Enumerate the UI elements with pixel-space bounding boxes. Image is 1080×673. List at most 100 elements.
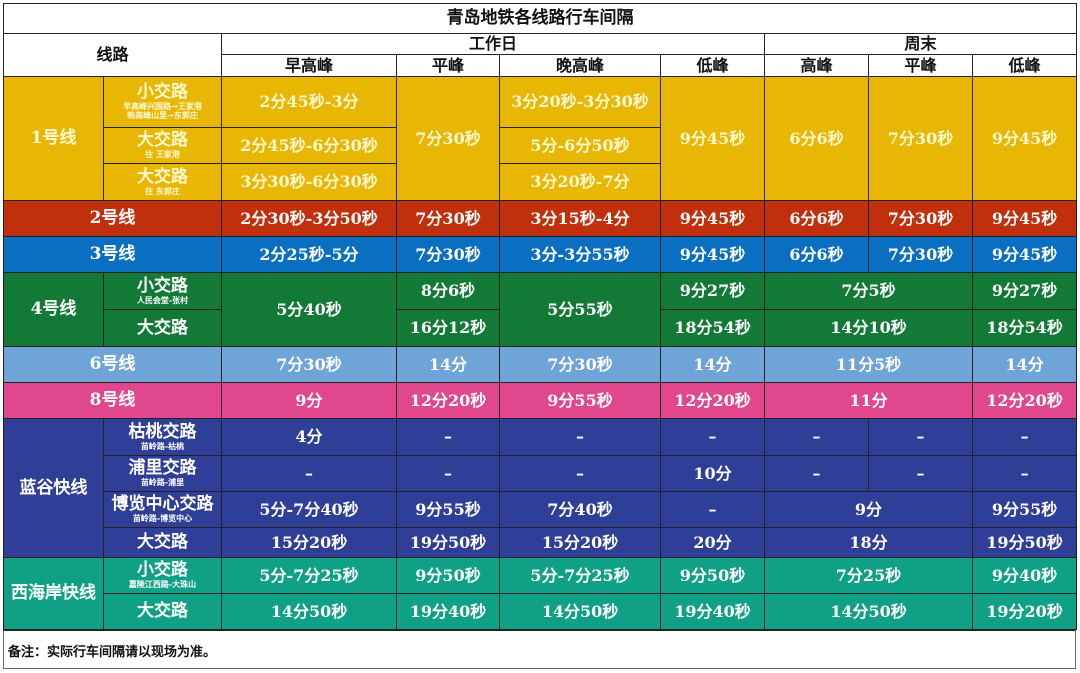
line-name: 蓝谷快线 bbox=[3, 418, 104, 558]
interval-table-container: 青岛地铁各线路行车间隔 线路 工作日 周末 早高峰 平峰 晚高峰 低峰 高峰 平峰 … bbox=[2, 3, 1078, 669]
header-wd-low: 低峰 bbox=[660, 54, 765, 77]
line-name: 西海岸快线 bbox=[3, 557, 104, 630]
route-cell: 枯桃交路 苗岭路-枯桃 bbox=[103, 418, 222, 456]
interval-cell: 3分20秒-3分30秒 bbox=[499, 76, 661, 128]
interval-cell: – bbox=[764, 418, 869, 456]
interval-cell: 14分 bbox=[971, 346, 1078, 383]
route-name: 浦里交路 bbox=[128, 458, 197, 479]
interval-cell: 9分 bbox=[221, 382, 397, 419]
interval-cell: 7分30秒 bbox=[221, 346, 397, 383]
interval-cell: 2分25秒-5分 bbox=[221, 236, 397, 273]
interval-cell: 12分20秒 bbox=[396, 382, 500, 419]
interval-cell: 11分 bbox=[764, 382, 973, 419]
interval-cell: – bbox=[396, 455, 500, 492]
interval-cell: 9分27秒 bbox=[971, 272, 1078, 310]
interval-cell: 7分30秒 bbox=[868, 200, 973, 237]
route-cell: 大交路 bbox=[103, 309, 222, 347]
route-section: 晚高峰山里→东郭庄 bbox=[127, 110, 198, 121]
header-wd-evening-peak: 晚高峰 bbox=[499, 54, 661, 77]
divider bbox=[4, 630, 1075, 631]
interval-cell: 5分-7分40秒 bbox=[221, 491, 397, 528]
line-name: 1号线 bbox=[3, 76, 104, 201]
interval-cell: 12分20秒 bbox=[971, 382, 1078, 419]
interval-cell: 14分50秒 bbox=[764, 593, 973, 630]
interval-cell: 3分30秒-6分30秒 bbox=[221, 163, 397, 201]
interval-cell: 19分40秒 bbox=[396, 593, 500, 630]
interval-cell: 20分 bbox=[660, 527, 765, 558]
route-section: 往 东郭庄 bbox=[145, 185, 180, 196]
interval-cell: – bbox=[660, 491, 765, 528]
interval-cell: – bbox=[764, 455, 869, 492]
interval-cell: 19分50秒 bbox=[971, 527, 1078, 558]
interval-cell: 19分20秒 bbox=[971, 593, 1078, 630]
interval-cell: 3分20秒-7分 bbox=[499, 163, 661, 201]
interval-cell: 7分30秒 bbox=[396, 200, 500, 237]
route-cell: 大交路往 东郭庄 bbox=[103, 163, 222, 201]
interval-cell: 18分54秒 bbox=[971, 309, 1078, 347]
route-section: 早高峰兴国路→王家港 bbox=[123, 100, 202, 111]
line-name: 4号线 bbox=[3, 272, 104, 347]
table-row-lg: 大交路 15分20秒 19分50秒 15分20秒 20分 18分 19分50秒 bbox=[4, 527, 1078, 558]
interval-cell: – bbox=[660, 418, 765, 456]
interval-cell: 14分10秒 bbox=[764, 309, 973, 347]
interval-cell: 18分 bbox=[764, 527, 973, 558]
table-row-l3: 3号线 2分25秒-5分 7分30秒 3分-3分55秒 9分45秒 6分6秒 7分30秒 9分… bbox=[3, 236, 1078, 273]
interval-cell: 3分15秒-4分 bbox=[499, 200, 661, 237]
route-name: 大交路 bbox=[137, 166, 188, 187]
route-name: 小交路 bbox=[137, 275, 188, 296]
interval-cell: 14分 bbox=[660, 346, 765, 383]
route-name: 大交路 bbox=[137, 130, 188, 151]
interval-cell: 11分5秒 bbox=[764, 346, 973, 383]
route-cell: 大交路 bbox=[103, 593, 222, 630]
header-weekend: 周末 bbox=[763, 33, 1078, 55]
table-row-l6: 6号线 7分30秒 14分 7分30秒 14分 11分5秒 14分 bbox=[3, 346, 1078, 383]
header-wd-morning-peak: 早高峰 bbox=[221, 54, 397, 77]
interval-cell: – bbox=[499, 455, 661, 492]
interval-cell: – bbox=[971, 455, 1078, 492]
interval-cell: 14分50秒 bbox=[499, 593, 661, 630]
interval-cell: 5分-7分25秒 bbox=[499, 557, 661, 594]
interval-cell: 7分40秒 bbox=[499, 491, 661, 528]
interval-cell: 7分30秒 bbox=[868, 76, 973, 201]
table-row-l2: 2号线 2分30秒-3分50秒 7分30秒 3分15秒-4分 9分45秒 6分6秒 7分30… bbox=[3, 200, 1078, 237]
interval-table: 青岛地铁各线路行车间隔 线路 工作日 周末 早高峰 平峰 晚高峰 低峰 高峰 平峰 … bbox=[2, 3, 1078, 630]
route-name: 小交路 bbox=[137, 560, 188, 581]
interval-cell: 9分45秒 bbox=[660, 200, 765, 237]
route-section: 苗岭路-枯桃 bbox=[140, 440, 185, 451]
line-name: 3号线 bbox=[3, 236, 222, 273]
interval-cell: – bbox=[221, 455, 397, 492]
interval-cell: 7分25秒 bbox=[764, 557, 973, 594]
interval-cell: 5分55秒 bbox=[499, 272, 661, 347]
route-name: 博览中心交路 bbox=[111, 494, 214, 515]
interval-cell: 8分6秒 bbox=[396, 272, 500, 310]
route-section: 嘉陵江西路-大珠山 bbox=[128, 579, 197, 590]
interval-cell: 9分 bbox=[764, 491, 973, 528]
interval-cell: – bbox=[971, 418, 1078, 456]
table-row-lg: 博览中心交路 苗岭路-博览中心 5分-7分40秒 9分55秒 7分40秒 –9分 9分55秒 bbox=[4, 491, 1078, 528]
table-row-l4: 4号线 小交路 人民会堂-张村 5分40秒 8分6秒 5分55秒 9分27秒 7分5秒 9分27… bbox=[3, 272, 1078, 347]
interval-cell: 4分 bbox=[221, 418, 397, 456]
interval-cell: 6分6秒 bbox=[764, 76, 869, 201]
interval-cell: – bbox=[868, 418, 973, 456]
route-cell: 大交路往 王家港 bbox=[103, 127, 222, 164]
interval-cell: 2分45秒-6分30秒 bbox=[221, 127, 397, 164]
header-we-offpeak: 平峰 bbox=[868, 54, 973, 77]
route-section: 苗岭路-博览中心 bbox=[132, 513, 193, 524]
table-row-wc: 大交路 14分50秒 19分40秒 14分50秒 19分40秒 14分50秒 19分20秒 bbox=[4, 593, 1078, 630]
line-name: 2号线 bbox=[3, 200, 222, 237]
interval-cell: – bbox=[396, 418, 500, 456]
interval-cell: 7分5秒 bbox=[764, 272, 973, 310]
line-name: 6号线 bbox=[3, 346, 222, 383]
interval-cell: 3分-3分55秒 bbox=[499, 236, 661, 273]
interval-cell: 2分30秒-3分50秒 bbox=[221, 200, 397, 237]
interval-cell: 5分-7分25秒 bbox=[221, 557, 397, 594]
interval-cell: 14分50秒 bbox=[221, 593, 397, 630]
interval-cell: 14分 bbox=[396, 346, 500, 383]
header-we-peak: 高峰 bbox=[764, 54, 869, 77]
table-row-wc: 西海岸快线 小交路 嘉陵江西路-大珠山 5分-7分25秒 9分50秒 5分-7分25秒 9分… bbox=[3, 557, 1078, 630]
header-we-low: 低峰 bbox=[971, 54, 1078, 77]
route-name: 大交路 bbox=[137, 532, 188, 553]
table-row-l1: 1号线 小交路 早高峰兴国路→王家港 晚高峰山里→东郭庄 2分45秒-3分 7分30秒 3分… bbox=[3, 76, 1078, 201]
interval-cell: 9分55秒 bbox=[499, 382, 661, 419]
route-cell: 博览中心交路 苗岭路-博览中心 bbox=[103, 491, 222, 528]
